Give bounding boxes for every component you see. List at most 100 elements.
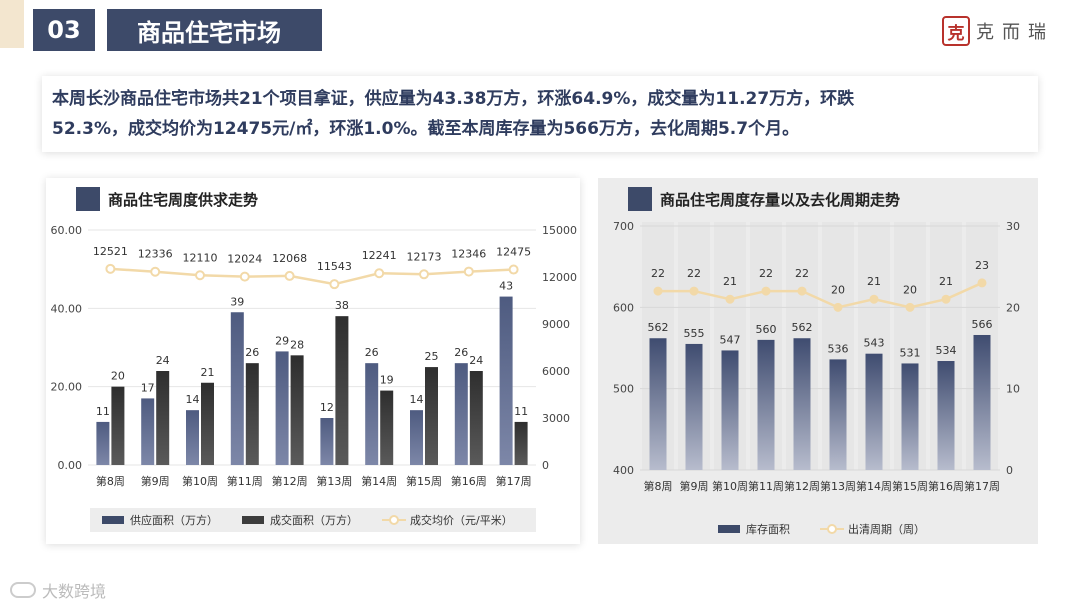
legend-swatch bbox=[102, 516, 124, 524]
bar-data-label: 26 bbox=[454, 346, 468, 359]
line-data-label: 22 bbox=[759, 267, 773, 280]
supply-demand-chart: 0.00 20.00 40.00 60.00 0 3000 6000 9000 12000 150… bbox=[51, 224, 577, 532]
y-right-tick-label: 3000 bbox=[542, 412, 570, 425]
x-tick-label: 第12周 bbox=[784, 479, 820, 493]
x-tick-label: 第8周 bbox=[96, 474, 125, 488]
bar-data-label: 21 bbox=[201, 366, 215, 379]
bar-primary bbox=[365, 363, 379, 465]
section-title: 商品住宅市场 bbox=[107, 9, 322, 51]
legend-label: 成交均价（元/平米） bbox=[410, 513, 513, 527]
bar-data-label: 14 bbox=[410, 393, 424, 406]
bar-data-label: 531 bbox=[900, 346, 921, 359]
x-tick-label: 第8周 bbox=[644, 479, 673, 493]
line-data-label: 12475 bbox=[496, 246, 531, 259]
bar-data-label: 43 bbox=[499, 280, 513, 293]
legend-swatch bbox=[718, 525, 740, 533]
line-data-label: 12346 bbox=[451, 248, 486, 261]
legend-background bbox=[90, 508, 536, 532]
y-right-tick-label: 6000 bbox=[542, 365, 570, 378]
bar-secondary bbox=[111, 386, 125, 465]
bar-primary bbox=[275, 351, 289, 465]
bar-data-label: 26 bbox=[245, 346, 259, 359]
y-left-tick-label: 40.00 bbox=[51, 302, 83, 315]
x-tick-label: 第9周 bbox=[141, 474, 170, 488]
series-line bbox=[110, 267, 514, 286]
bar-primary bbox=[186, 410, 199, 465]
bar-data-label: 14 bbox=[186, 393, 200, 406]
footer-watermark: 大数跨境 bbox=[10, 578, 106, 602]
bar-primary bbox=[685, 343, 703, 470]
line-data-label: 22 bbox=[687, 267, 701, 280]
y-left-tick-label: 700 bbox=[613, 220, 634, 233]
logo-seal-icon: 克 bbox=[942, 16, 970, 46]
line-point bbox=[150, 266, 161, 277]
y-right-tick-label: 10 bbox=[1006, 383, 1020, 396]
line-point bbox=[833, 302, 843, 312]
x-tick-label: 第10周 bbox=[712, 479, 748, 493]
line-data-label: 12336 bbox=[138, 248, 173, 261]
header-square-icon bbox=[628, 187, 652, 211]
bar-secondary bbox=[245, 363, 259, 465]
bar-primary bbox=[901, 363, 919, 470]
y-left-tick-label: 600 bbox=[613, 301, 634, 314]
y-left-tick-label: 400 bbox=[613, 464, 634, 477]
bar-primary bbox=[410, 410, 423, 465]
summary-box: 本周长沙商品住宅市场共21个项目拿证，供应量为43.38万方，环涨64.9%，成… bbox=[42, 76, 1038, 152]
logo-text: 克而瑞 bbox=[976, 22, 1054, 43]
line-point bbox=[463, 266, 474, 277]
line-data-label: 12110 bbox=[183, 251, 218, 264]
bar-primary bbox=[937, 361, 955, 470]
bar-primary bbox=[829, 359, 847, 470]
panel-title: 商品住宅周度供求走势 bbox=[108, 190, 259, 209]
line-point bbox=[105, 263, 116, 274]
bar-data-label: 20 bbox=[111, 370, 125, 383]
line-data-label: 12241 bbox=[362, 249, 397, 262]
bar-data-label: 19 bbox=[380, 374, 394, 387]
line-point bbox=[797, 286, 807, 296]
section-number: 03 bbox=[33, 9, 95, 51]
bar-primary bbox=[865, 353, 883, 470]
bar-data-label: 24 bbox=[469, 354, 483, 367]
legend-swatch bbox=[242, 516, 264, 524]
y-right-tick-label: 0 bbox=[542, 459, 549, 472]
line-data-label: 20 bbox=[831, 283, 845, 296]
legend-label: 供应面积（万方） bbox=[130, 513, 218, 527]
x-tick-label: 第17周 bbox=[496, 474, 532, 488]
line-point bbox=[419, 269, 429, 280]
x-tick-label: 第11周 bbox=[748, 479, 784, 493]
y-right-tick-label: 30 bbox=[1006, 220, 1020, 233]
bar-primary bbox=[649, 338, 667, 470]
bar-primary bbox=[499, 296, 513, 465]
bar-secondary bbox=[156, 371, 170, 465]
bar-primary bbox=[230, 312, 244, 465]
line-point bbox=[869, 294, 879, 304]
y-left-tick-label: 0.00 bbox=[58, 459, 83, 472]
line-point bbox=[508, 264, 519, 275]
x-tick-label: 第13周 bbox=[316, 474, 352, 488]
y-right-tick-label: 20 bbox=[1006, 301, 1020, 314]
bar-data-label: 566 bbox=[972, 318, 993, 331]
bar-primary bbox=[141, 398, 155, 465]
bar-primary bbox=[973, 334, 991, 470]
bar-data-label: 29 bbox=[275, 334, 289, 347]
line-point bbox=[653, 286, 663, 296]
line-point bbox=[374, 268, 385, 279]
line-data-label: 11543 bbox=[317, 260, 352, 273]
x-tick-label: 第16周 bbox=[451, 474, 487, 488]
line-point bbox=[905, 302, 915, 312]
inventory-chart: 400 500 600 700 0 10 20 30 第8周 第9周 第10周 第11周 第12周 第13… bbox=[613, 220, 1020, 536]
y-right-tick-label: 12000 bbox=[542, 271, 577, 284]
bar-primary bbox=[96, 421, 110, 465]
corner-decoration bbox=[0, 0, 24, 48]
bar-data-label: 11 bbox=[514, 405, 528, 418]
x-tick-label: 第16周 bbox=[928, 479, 964, 493]
bar-secondary bbox=[425, 367, 438, 465]
line-data-label: 23 bbox=[975, 259, 989, 272]
line-point bbox=[941, 294, 951, 304]
brand-logo: 克 克而瑞 bbox=[942, 16, 1054, 46]
x-tick-label: 第11周 bbox=[227, 474, 263, 488]
line-point bbox=[761, 286, 771, 296]
line-data-label: 12024 bbox=[227, 253, 262, 266]
bar-data-label: 547 bbox=[720, 333, 741, 346]
bar-secondary bbox=[290, 355, 304, 465]
